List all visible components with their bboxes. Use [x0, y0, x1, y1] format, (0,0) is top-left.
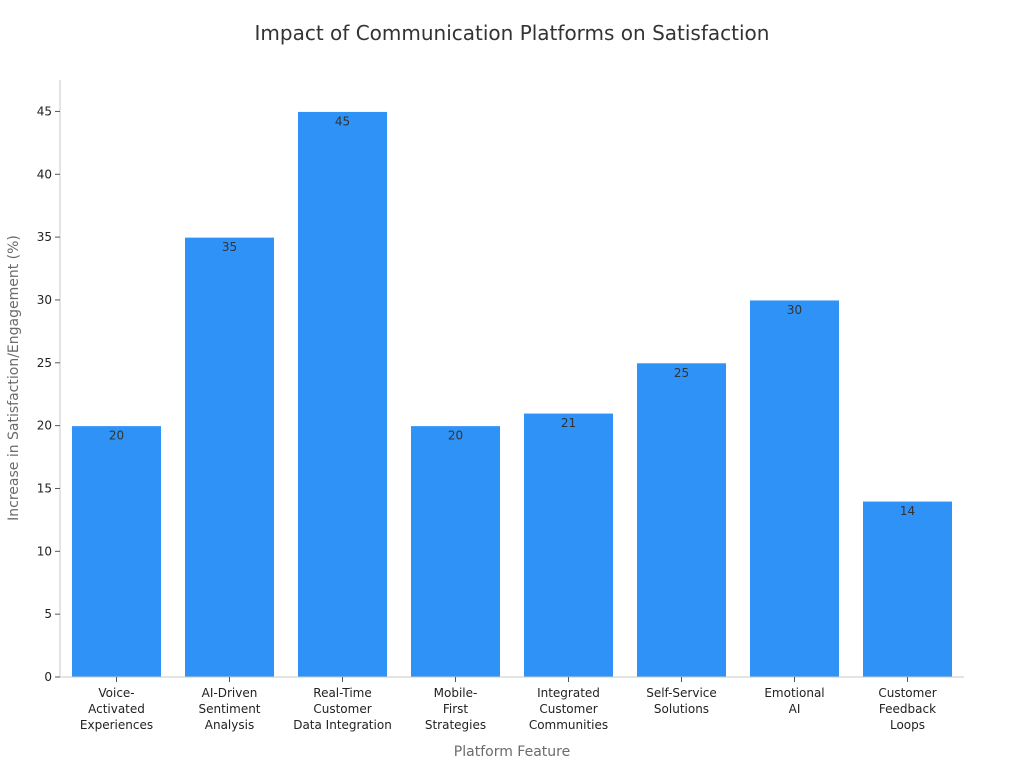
data-label: 14	[900, 504, 915, 518]
x-tick-label-line: Experiences	[80, 718, 153, 732]
x-tick-label-line: AI	[789, 702, 801, 716]
bar	[410, 425, 501, 678]
x-tick-label-line: Data Integration	[293, 718, 392, 732]
x-tick-label-line: Mobile-	[434, 686, 478, 700]
data-label: 25	[674, 366, 689, 380]
x-axis-title: Platform Feature	[454, 744, 570, 760]
x-tick-label-line: Voice-	[98, 686, 134, 700]
bar	[636, 362, 727, 678]
x-tick-label: Mobile- First Strategies	[425, 686, 486, 732]
data-label: 20	[448, 429, 463, 443]
x-tick-label: Integrated Customer Communities	[529, 686, 608, 732]
x-tick-label-line: Communities	[529, 718, 608, 732]
x-tick-label: Emotional AI	[764, 686, 824, 716]
x-axis-ticks: Voice- Activated Experiences AI-Driven Senti…	[80, 677, 937, 732]
data-label: 20	[109, 429, 124, 443]
y-tick-label: 10	[37, 544, 52, 558]
y-tick-label: 25	[37, 356, 52, 370]
bar	[862, 500, 953, 678]
x-tick-label-line: Self-Service	[646, 686, 717, 700]
bar	[749, 299, 840, 678]
bar	[184, 236, 275, 678]
y-tick-label: 30	[37, 293, 52, 307]
x-tick-label-line: Sentiment	[198, 702, 260, 716]
x-tick-label-line: Feedback	[879, 702, 936, 716]
bar	[71, 425, 162, 678]
x-tick-label-line: Analysis	[205, 718, 254, 732]
x-tick-label: Voice- Activated Experiences	[80, 686, 153, 732]
y-tick-label: 15	[37, 481, 52, 495]
data-label: 30	[787, 303, 802, 317]
x-tick-label: Self-Service Solutions	[646, 686, 717, 716]
x-tick-label-line: Customer	[539, 702, 597, 716]
y-tick-label: 5	[44, 607, 52, 621]
x-tick-label: Customer Feedback Loops	[878, 686, 936, 732]
y-tick-label: 35	[37, 230, 52, 244]
data-label: 21	[561, 416, 576, 430]
bar	[297, 110, 388, 678]
y-tick-label: 20	[37, 419, 52, 433]
data-label: 45	[335, 114, 350, 128]
data-labels-layer: 20 35 45 20 21 25 30 14	[109, 114, 915, 518]
x-tick-label-line: Customer	[313, 702, 371, 716]
bars-layer	[71, 110, 953, 678]
x-tick-label-line: Loops	[890, 718, 925, 732]
x-tick-label-line: Activated	[88, 702, 145, 716]
x-tick-label-line: AI-Driven	[202, 686, 258, 700]
bar	[523, 412, 614, 678]
x-tick-label-line: Solutions	[654, 702, 709, 716]
chart-title: Impact of Communication Platforms on Sat…	[255, 21, 770, 45]
x-tick-label-line: First	[443, 702, 469, 716]
x-tick-label-line: Emotional	[764, 686, 824, 700]
y-axis-ticks: 0 5 10 15 20 25 30 35 40 45	[37, 104, 60, 684]
x-tick-label: Real-Time Customer Data Integration	[293, 686, 392, 732]
x-tick-label: AI-Driven Sentiment Analysis	[198, 686, 260, 732]
x-tick-label-line: Integrated	[537, 686, 600, 700]
y-axis-title: Increase in Satisfaction/Engagement (%)	[6, 235, 22, 521]
x-tick-label-line: Strategies	[425, 718, 486, 732]
x-tick-label-line: Real-Time	[313, 686, 371, 700]
data-label: 35	[222, 240, 237, 254]
x-tick-label-line: Customer	[878, 686, 936, 700]
y-tick-label: 45	[37, 104, 52, 118]
y-tick-label: 0	[44, 670, 52, 684]
y-tick-label: 40	[37, 167, 52, 181]
